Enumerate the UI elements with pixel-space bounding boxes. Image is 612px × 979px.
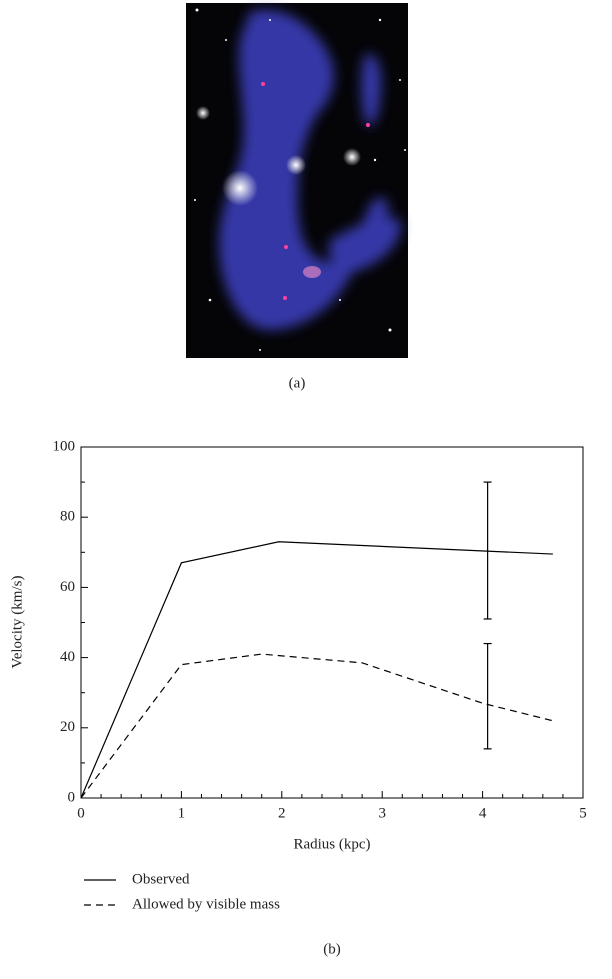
- series-line: [81, 542, 553, 798]
- x-tick-label: 2: [278, 805, 286, 821]
- x-tick-label: 3: [378, 805, 386, 821]
- panel-caption: (b): [323, 941, 341, 957]
- figure: (a) (b) Radius (kpc) Velocity (km/s) 0 1 2…: [0, 0, 612, 974]
- y-axis-label: Velocity (km/s): [9, 576, 25, 669]
- y-tick-label: 20: [60, 719, 75, 735]
- y-tick-label: 0: [68, 789, 76, 805]
- x-tick-label: 0: [77, 805, 85, 821]
- galaxy-photo: [186, 3, 408, 358]
- panel-caption: (a): [289, 375, 306, 391]
- error-bar: [484, 644, 492, 749]
- legend-label: Observed: [132, 871, 190, 887]
- series-line: [81, 654, 553, 798]
- y-tick-label: 40: [60, 649, 75, 665]
- x-tick-label: 4: [479, 805, 487, 821]
- x-tick-label: 5: [579, 805, 587, 821]
- y-tick-label: 60: [60, 579, 75, 595]
- x-axis-label: Radius (kpc): [293, 836, 370, 852]
- legend-label: Allowed by visible mass: [132, 896, 280, 912]
- x-tick-label: 1: [178, 805, 186, 821]
- page: (a) (b) Radius (kpc) Velocity (km/s) 0 1 2…: [0, 0, 612, 974]
- y-tick-label: 80: [60, 509, 75, 525]
- y-tick-label: 100: [53, 438, 76, 454]
